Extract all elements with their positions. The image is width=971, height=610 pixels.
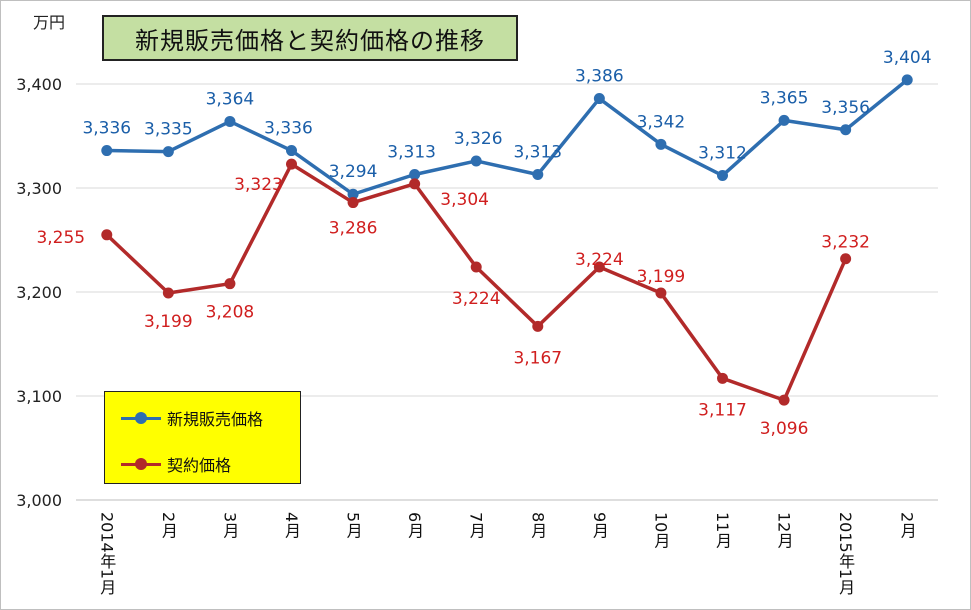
- y-tick-label: 3,200: [16, 283, 62, 302]
- data-point: [593, 93, 605, 105]
- x-tick-label: 6月: [405, 512, 424, 539]
- data-point: [286, 145, 297, 157]
- data-label: 3,312: [698, 144, 747, 164]
- x-tick-label: 11月: [713, 512, 732, 549]
- x-tick-label: 8月: [528, 512, 547, 539]
- x-tick-label: 10月: [651, 512, 670, 549]
- data-label: 3,365: [760, 88, 809, 108]
- legend-label-contract-price: 契約価格: [167, 456, 232, 475]
- legend-swatch-new-price: [121, 411, 161, 425]
- data-point: [101, 229, 113, 241]
- data-label: 3,336: [264, 119, 313, 139]
- data-label: 3,335: [144, 120, 193, 140]
- x-tick-label: 7月: [467, 512, 486, 539]
- data-point: [409, 178, 421, 190]
- data-point: [717, 372, 728, 384]
- x-tick-label: 2月: [159, 512, 178, 539]
- legend: 新規販売価格 契約価格: [104, 391, 301, 484]
- data-point: [655, 287, 667, 299]
- y-tick-label: 3,100: [16, 387, 62, 406]
- data-label: 3,286: [329, 219, 378, 239]
- y-tick-label: 3,400: [16, 75, 62, 94]
- chart-title-text: 新規販売価格と契約価格の推移: [135, 26, 485, 55]
- x-tick-label: 9月: [590, 512, 609, 539]
- data-point: [840, 124, 852, 136]
- data-label: 3,208: [206, 303, 255, 323]
- data-label: 3,356: [821, 98, 870, 118]
- data-label: 3,313: [513, 142, 562, 162]
- data-label: 3,336: [82, 119, 131, 139]
- x-tick-label: 12月: [775, 512, 794, 549]
- chart-title: 新規販売価格と契約価格の推移: [102, 15, 518, 61]
- data-label: 3,167: [513, 348, 562, 368]
- series-line: [106, 78, 909, 196]
- data-point: [840, 253, 852, 265]
- data-label: 3,326: [454, 129, 503, 149]
- data-label: 3,199: [144, 312, 193, 332]
- data-point: [224, 278, 236, 290]
- data-point: [470, 261, 482, 273]
- data-point: [224, 115, 236, 127]
- data-point: [286, 158, 297, 170]
- data-label: 3,364: [206, 89, 255, 109]
- y-tick-label: 3,300: [16, 179, 62, 198]
- data-point: [717, 170, 728, 182]
- data-label: 3,232: [821, 233, 870, 253]
- data-label: 3,224: [575, 250, 624, 270]
- x-tick-label: 2月: [898, 512, 917, 539]
- data-label: 3,404: [883, 48, 932, 68]
- legend-label-new-price: 新規販売価格: [167, 410, 264, 429]
- legend-swatch-contract-price: [121, 457, 161, 471]
- legend-item-new-price: 新規販売価格: [121, 406, 263, 430]
- data-point: [778, 394, 790, 406]
- legend-item-contract-price: 契約価格: [121, 452, 231, 476]
- data-point: [409, 168, 421, 180]
- data-point: [532, 320, 544, 332]
- data-point: [347, 197, 359, 209]
- data-label: 3,117: [698, 400, 747, 420]
- data-point: [162, 146, 174, 158]
- data-point: [101, 145, 113, 157]
- data-label: 3,096: [760, 419, 809, 439]
- x-tick-label: 2014年1月: [97, 512, 116, 596]
- data-label: 3,304: [440, 190, 489, 210]
- x-tick-label: 3月: [220, 512, 239, 539]
- data-label: 3,294: [329, 162, 378, 182]
- data-label: 3,342: [637, 112, 686, 132]
- data-label: 3,313: [387, 142, 436, 162]
- data-point: [532, 168, 544, 180]
- data-point: [655, 138, 667, 150]
- data-label: 3,255: [36, 228, 85, 248]
- data-point: [901, 74, 913, 86]
- data-label: 3,224: [452, 289, 501, 309]
- data-point: [470, 155, 482, 167]
- x-tick-label: 5月: [344, 512, 363, 539]
- x-tick-label: 4月: [282, 512, 301, 539]
- y-tick-label: 3,000: [16, 491, 62, 510]
- data-label: 3,199: [637, 267, 686, 287]
- data-label: 3,323: [234, 175, 283, 195]
- data-point: [347, 188, 359, 200]
- data-point: [778, 114, 790, 126]
- data-point: [593, 261, 605, 273]
- data-label: 3,386: [575, 67, 624, 87]
- y-axis-unit-label: 万円: [33, 13, 66, 32]
- x-tick-label: 2015年1月: [836, 512, 855, 596]
- data-point: [162, 287, 174, 299]
